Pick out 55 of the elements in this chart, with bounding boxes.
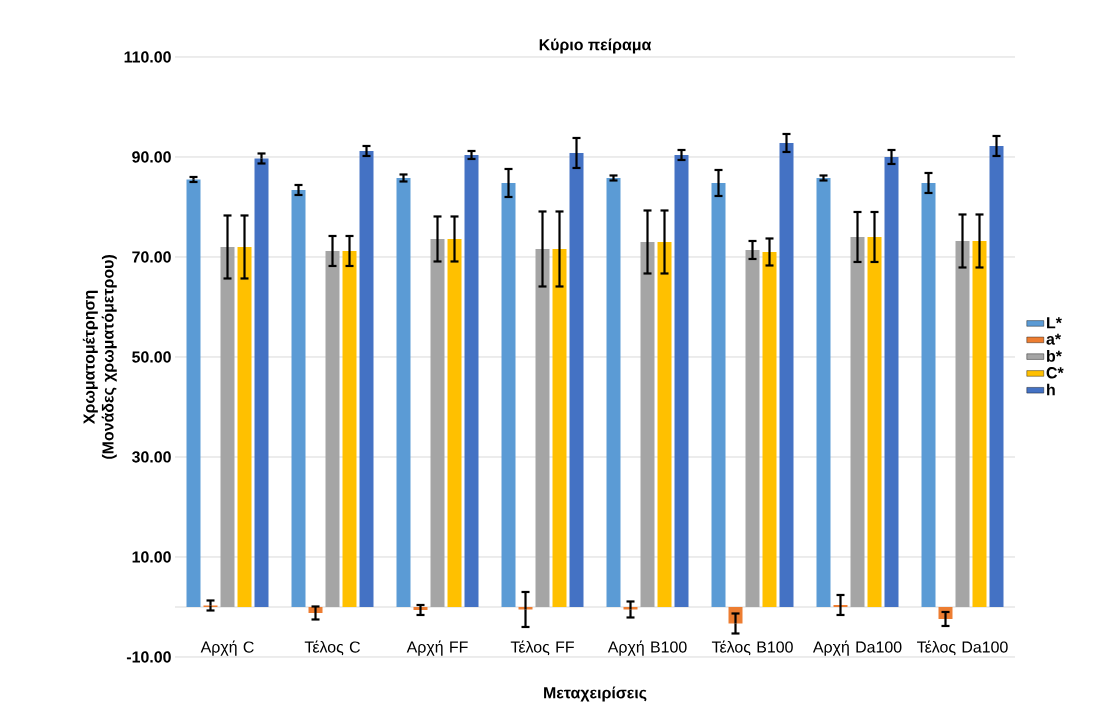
- bar: [254, 158, 269, 607]
- y-tick-label: 10.00: [132, 551, 171, 563]
- bar: [569, 152, 584, 607]
- legend-label: b*: [1047, 350, 1062, 362]
- x-tick-label: Τέλος B100: [711, 640, 793, 656]
- chart-title: Κύριο πείραμα: [539, 38, 652, 54]
- y-tick-label: 70.00: [132, 251, 171, 263]
- legend-label: h: [1047, 383, 1055, 396]
- bar: [342, 250, 357, 607]
- bar: [640, 241, 655, 607]
- x-tick-label: Αρχή C: [200, 640, 254, 656]
- bar: [762, 251, 777, 607]
- bar: [972, 240, 987, 607]
- x-tick-label: Αρχή B100: [607, 640, 687, 656]
- bar: [291, 189, 306, 607]
- bar: [325, 250, 340, 607]
- y-tick-label: 50.00: [132, 351, 171, 363]
- bar: [501, 182, 516, 607]
- y-tick-label: 110.00: [124, 51, 171, 63]
- y-tick-label: 90.00: [132, 151, 171, 163]
- x-tick-label: Αρχή FF: [406, 640, 468, 656]
- bar: [535, 248, 550, 607]
- y-tick-label: -10.00: [126, 651, 171, 663]
- x-tick-label: Τέλος Da100: [917, 640, 1008, 656]
- bar: [220, 246, 235, 607]
- legend-label: a*: [1046, 333, 1062, 345]
- bar: [884, 156, 899, 607]
- bar: [921, 182, 936, 607]
- bar: [867, 236, 882, 607]
- bar: [237, 246, 252, 607]
- bar: [606, 177, 621, 607]
- y-tick-label: 30.00: [131, 451, 171, 463]
- bar: [711, 182, 726, 607]
- bar: [464, 154, 479, 607]
- bar: [396, 177, 411, 607]
- bar: [674, 154, 689, 607]
- bar: [447, 238, 462, 607]
- bar: [430, 238, 445, 607]
- x-tick-label: Αρχή Da100: [812, 640, 902, 656]
- bar: [552, 248, 567, 607]
- legend-label: C*: [1046, 367, 1064, 379]
- bar: [186, 179, 201, 607]
- bar: [745, 249, 760, 607]
- x-tick-label: Τέλος FF: [510, 640, 574, 656]
- bar: [850, 236, 865, 607]
- bar: [816, 177, 831, 607]
- bar: [779, 142, 794, 607]
- legend-label: L*: [1047, 317, 1062, 329]
- bar: [657, 241, 672, 607]
- y-axis-title: Χρωματομέτρηση (Μονάδες χρωματόμετρου): [82, 255, 117, 459]
- x-tick-label: Τέλος C: [304, 640, 360, 656]
- bar: [989, 145, 1004, 607]
- x-axis-title: Μεταχειρίσεις: [544, 686, 647, 702]
- bar: [359, 150, 374, 607]
- bar: [955, 240, 970, 607]
